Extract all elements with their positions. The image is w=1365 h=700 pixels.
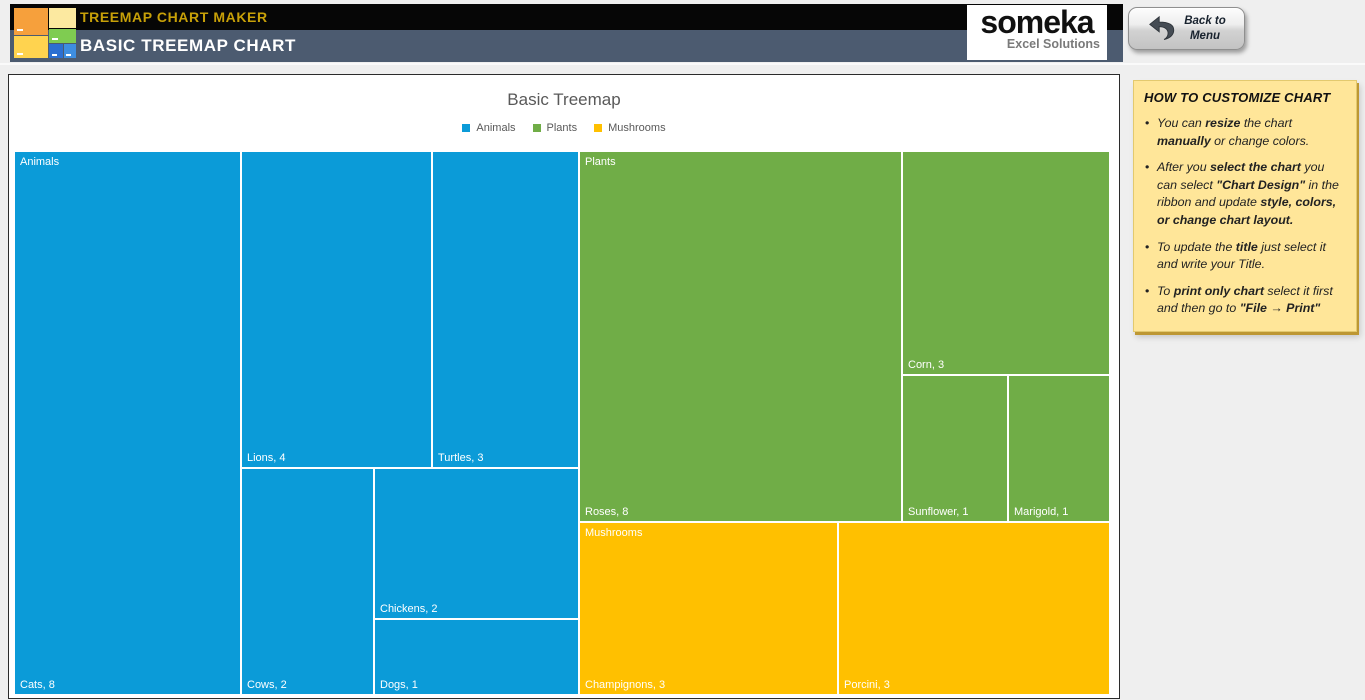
treemap-item-label: Marigold, 1 (1014, 506, 1069, 518)
instructions-panel: HOW TO CUSTOMIZE CHART You can resize th… (1133, 80, 1357, 333)
legend-label: Animals (476, 122, 516, 134)
back-arrow-icon (1149, 15, 1175, 40)
legend-label: Plants (546, 122, 578, 134)
instructions-title: HOW TO CUSTOMIZE CHART (1144, 90, 1331, 105)
treemap-item-label: Corn, 3 (908, 359, 945, 371)
treemap-category-label: Plants (585, 156, 616, 168)
treemap-item-label: Sunflower, 1 (908, 506, 969, 518)
treemap-tile-sunflower[interactable]: Sunflower, 1 (903, 376, 1007, 521)
header-bottom-bar (10, 30, 1123, 62)
legend-swatch (594, 124, 603, 132)
treemap-item-label: Cats, 8 (20, 679, 55, 691)
legend-swatch (532, 124, 541, 132)
treemap-item-label: Chickens, 2 (380, 603, 438, 615)
page-title: BASIC TREEMAP CHART (80, 36, 297, 55)
back-button-label: Back to Menu (1184, 14, 1226, 42)
treemap-tile-dogs[interactable]: Dogs, 1 (375, 620, 578, 694)
treemap-plot: Animals Cats, 8 Lions, 4 Turtles, 3 Cows, 2 C… (15, 152, 1109, 694)
treemap-item-label: Porcini, 3 (844, 679, 890, 691)
app-logo-treemap-icon (14, 8, 76, 58)
treemap-tile-cats[interactable]: Animals Cats, 8 (15, 152, 240, 694)
treemap-tile-porcini[interactable]: Porcini, 3 (839, 523, 1109, 694)
legend-item-plants[interactable]: Plants (532, 122, 578, 134)
treemap-tile-corn[interactable]: Corn, 3 (903, 152, 1109, 374)
instruction-bullet: To print only chart select it first and … (1144, 283, 1346, 318)
instruction-bullet: You can resize the chart manually or cha… (1144, 115, 1346, 150)
legend-item-animals[interactable]: Animals (462, 122, 516, 134)
treemap-category-label: Animals (20, 156, 60, 168)
instruction-bullet: After you select the chart you can selec… (1144, 159, 1346, 229)
treemap-item-label: Lions, 4 (247, 452, 286, 464)
someka-logo: someka Excel Solutions (967, 5, 1107, 60)
treemap-tile-cows[interactable]: Cows, 2 (242, 469, 373, 694)
treemap-item-label: Roses, 8 (585, 506, 629, 518)
header-divider (0, 63, 1365, 65)
someka-brand-text: someka (980, 4, 1094, 40)
someka-tagline: Excel Solutions (1006, 37, 1100, 51)
treemap-tile-lions[interactable]: Lions, 4 (242, 152, 431, 467)
legend-label: Mushrooms (608, 122, 666, 134)
treemap-item-label: Champignons, 3 (585, 679, 666, 691)
treemap-tile-champignons[interactable]: Mushrooms Champignons, 3 (580, 523, 837, 694)
treemap-item-label: Dogs, 1 (380, 679, 418, 691)
chart-title[interactable]: Basic Treemap (507, 90, 621, 109)
treemap-tile-chickens[interactable]: Chickens, 2 (375, 469, 578, 618)
treemap-tile-turtles[interactable]: Turtles, 3 (433, 152, 578, 467)
back-to-menu-button[interactable]: Back to Menu (1128, 7, 1245, 50)
legend-item-mushrooms[interactable]: Mushrooms (594, 122, 666, 134)
treemap-tile-roses[interactable]: Plants Roses, 8 (580, 152, 901, 521)
app-title: TREEMAP CHART MAKER (80, 9, 268, 25)
treemap-item-label: Cows, 2 (247, 679, 287, 691)
treemap-item-label: Turtles, 3 (438, 452, 484, 464)
instruction-bullet: To update the title just select it and w… (1144, 239, 1346, 274)
instructions-list: You can resize the chart manually or cha… (1144, 115, 1346, 318)
treemap-category-label: Mushrooms (585, 527, 643, 539)
chart-area: Basic Treemap Animals Plants Mushrooms Ani… (8, 74, 1120, 699)
chart-legend: Animals Plants Mushrooms (9, 122, 1119, 134)
legend-swatch (462, 124, 471, 132)
treemap-tile-marigold[interactable]: Marigold, 1 (1009, 376, 1109, 521)
header-top-bar (10, 4, 1123, 30)
